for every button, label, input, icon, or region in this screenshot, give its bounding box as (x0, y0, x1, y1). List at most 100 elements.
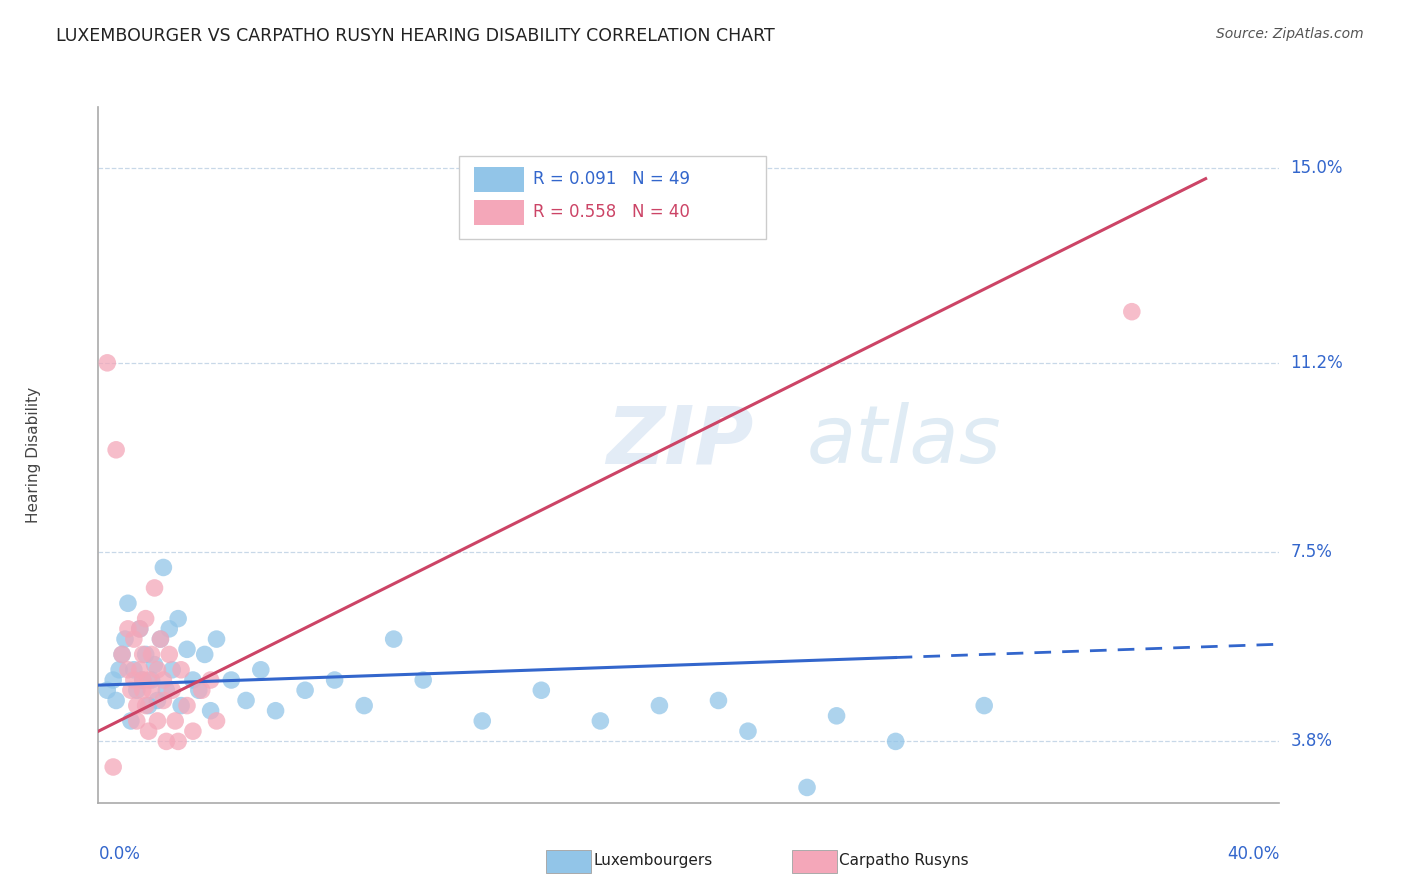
Point (157, 622, 180, 636)
Point (114, 632, 136, 646)
Point (162, 683, 183, 698)
Point (264, 704, 287, 718)
Point (128, 622, 150, 636)
Text: 7.5%: 7.5% (1291, 543, 1333, 561)
Point (155, 683, 177, 698)
Text: LUXEMBOURGER VS CARPATHO RUSYN HEARING DISABILITY CORRELATION CHART: LUXEMBOURGER VS CARPATHO RUSYN HEARING D… (56, 27, 775, 45)
Point (648, 698, 671, 713)
Point (162, 663, 183, 677)
Point (353, 698, 375, 713)
Point (194, 648, 217, 662)
Text: 40.0%: 40.0% (1227, 845, 1279, 863)
Point (181, 673, 204, 687)
Point (323, 673, 346, 687)
Point (200, 704, 222, 718)
Point (111, 648, 134, 662)
Point (191, 683, 214, 698)
Point (117, 596, 139, 610)
Point (135, 612, 157, 626)
Point (176, 642, 198, 657)
Point (176, 698, 198, 713)
Point (120, 683, 142, 698)
Point (165, 714, 187, 728)
Point (105, 442, 128, 457)
Point (138, 698, 160, 713)
Point (128, 622, 150, 636)
Point (146, 663, 169, 677)
Point (141, 673, 163, 687)
Point (138, 673, 160, 687)
Point (141, 648, 163, 662)
Point (471, 714, 494, 728)
Point (132, 673, 155, 687)
Point (149, 632, 172, 646)
Point (530, 683, 553, 698)
Point (1121, 304, 1143, 318)
Point (111, 648, 134, 662)
Point (219, 673, 242, 687)
Point (382, 632, 405, 646)
Point (122, 632, 145, 646)
Point (146, 714, 169, 728)
Point (103, 673, 125, 687)
Point (181, 724, 204, 739)
Text: 0.0%: 0.0% (98, 845, 141, 863)
Point (707, 693, 730, 707)
Point (146, 693, 169, 707)
Point (167, 612, 190, 626)
Point (205, 714, 228, 728)
Point (294, 683, 316, 698)
Point (125, 714, 148, 728)
Point (205, 632, 228, 646)
Point (170, 663, 193, 677)
Point (96, 356, 118, 370)
Point (122, 663, 145, 677)
Point (250, 663, 273, 677)
Point (589, 714, 612, 728)
Point (884, 734, 907, 748)
Point (152, 560, 174, 574)
Text: Luxembourgers: Luxembourgers (593, 854, 713, 868)
Point (132, 683, 155, 698)
Text: R = 0.091   N = 49: R = 0.091 N = 49 (533, 170, 690, 188)
Text: 3.8%: 3.8% (1291, 732, 1333, 750)
Point (103, 760, 125, 774)
Text: Hearing Disability: Hearing Disability (25, 387, 41, 523)
Point (135, 648, 157, 662)
Point (135, 698, 157, 713)
Point (825, 708, 848, 723)
Point (143, 657, 166, 672)
Point (235, 693, 257, 707)
Text: R = 0.558   N = 40: R = 0.558 N = 40 (533, 203, 690, 221)
Point (796, 780, 818, 795)
Text: ZIP: ZIP (606, 402, 754, 480)
Point (120, 714, 142, 728)
Point (96, 683, 118, 698)
Text: Source: ZipAtlas.com: Source: ZipAtlas.com (1216, 27, 1364, 41)
Point (141, 683, 163, 698)
Text: 15.0%: 15.0% (1291, 160, 1343, 178)
Text: Carpatho Rusyns: Carpatho Rusyns (839, 854, 969, 868)
Point (143, 581, 166, 595)
Point (128, 663, 150, 677)
Point (152, 693, 174, 707)
Point (132, 648, 155, 662)
Point (157, 648, 180, 662)
FancyBboxPatch shape (474, 200, 523, 225)
Point (117, 622, 139, 636)
Point (973, 698, 995, 713)
Point (138, 724, 160, 739)
Text: atlas: atlas (807, 402, 1002, 480)
FancyBboxPatch shape (474, 167, 523, 192)
Point (125, 698, 148, 713)
Point (170, 698, 193, 713)
Point (125, 683, 148, 698)
Point (155, 734, 177, 748)
Point (117, 663, 139, 677)
Point (152, 673, 174, 687)
Point (412, 673, 434, 687)
Point (132, 673, 155, 687)
Point (167, 734, 190, 748)
Point (122, 673, 145, 687)
Point (105, 693, 128, 707)
